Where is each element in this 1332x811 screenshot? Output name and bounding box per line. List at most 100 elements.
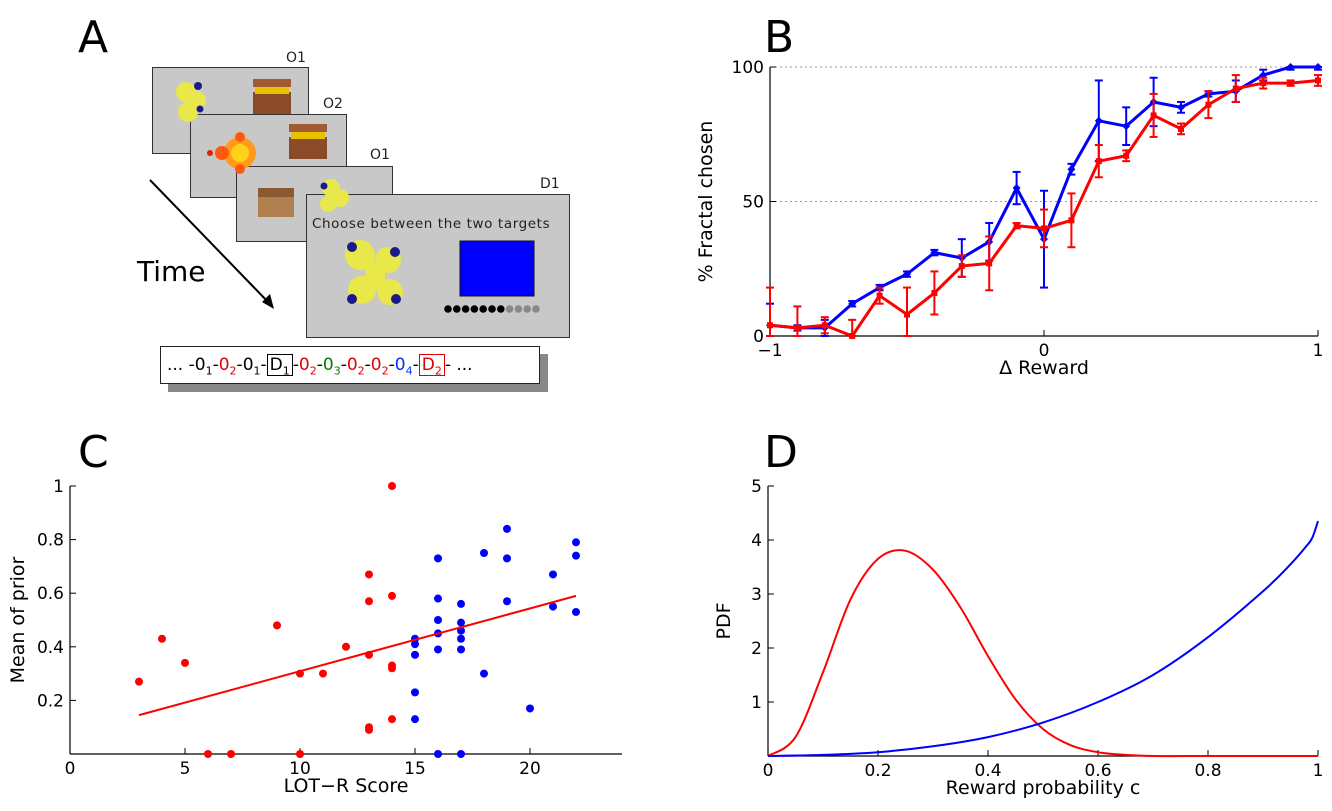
y-tick-label: 100 [732, 58, 764, 78]
sequence-token: - [412, 355, 419, 375]
sequence-token: - [364, 355, 371, 375]
sequence-token: 01 [194, 355, 213, 378]
panel-b-letter: B [764, 12, 794, 63]
sequence-token: 02 [370, 355, 389, 378]
data-point [1122, 122, 1131, 131]
sequence-token: - ... [444, 355, 473, 375]
progress-dot [505, 305, 514, 313]
sequence-token: D1 [266, 354, 293, 377]
data-point [526, 704, 534, 713]
fractal-stimulus-2 [207, 132, 256, 174]
progress-dot [523, 305, 531, 313]
y-tick-label: 0.4 [37, 638, 64, 658]
sequence-token: D2 [418, 354, 445, 377]
y-tick-label: 1 [751, 693, 762, 713]
sequence-token: - [292, 355, 299, 375]
sequence-token: 04 [394, 355, 413, 378]
x-axis-label: LOT−R Score [284, 775, 409, 797]
data-point [434, 554, 442, 563]
fractal-stimulus-1 [176, 82, 206, 122]
data-point [365, 597, 373, 606]
time-arrow-head [262, 294, 274, 309]
data-point [572, 538, 580, 547]
sequence-token: - [340, 355, 347, 375]
data-point [1094, 116, 1103, 125]
stimulus-sequence: ... -01-02-01- D1 -02-03-02-02-04- D2- ... [160, 346, 540, 384]
fit-line [138, 594, 577, 717]
data-point [388, 715, 396, 724]
y-tick-label: 0.8 [37, 531, 64, 551]
x-tick-label: 0.6 [1084, 761, 1111, 781]
data-point [296, 750, 304, 758]
y-tick-label: 0.6 [37, 584, 64, 604]
data-point [1260, 80, 1267, 87]
x-tick-label: 0.2 [864, 761, 891, 781]
sequence-subscript: 4 [405, 364, 413, 378]
data-point [434, 645, 442, 654]
data-point [1123, 152, 1130, 159]
x-tick-label: 15 [404, 759, 426, 779]
progress-dot [453, 305, 461, 313]
data-point [958, 263, 965, 270]
x-tick-label: 0 [1039, 341, 1050, 361]
data-point [457, 645, 465, 654]
sequence-token: 01 [242, 355, 261, 378]
data-point [1013, 222, 1020, 229]
y-tick-label: 0.2 [37, 691, 64, 711]
data-point [411, 640, 419, 649]
x-tick-label: 0 [763, 761, 774, 781]
data-point [1232, 85, 1239, 92]
sequence-subscript: 1 [253, 364, 261, 378]
y-axis-label: PDF [713, 602, 735, 639]
progress-dot [532, 305, 540, 313]
screen-label-d1: D1 [540, 176, 560, 192]
data-point [388, 482, 396, 490]
x-tick-label: 1 [1313, 341, 1324, 361]
sequence-token: 02 [346, 355, 365, 378]
data-point [135, 677, 143, 686]
y-tick-label: 5 [751, 477, 762, 497]
data-point [848, 299, 857, 308]
data-point [365, 570, 373, 579]
data-point [1095, 158, 1102, 165]
progress-dot [461, 305, 470, 313]
data-point [503, 554, 511, 563]
y-tick-label: 0 [753, 327, 764, 347]
data-point [1178, 125, 1184, 132]
data-point [434, 750, 442, 758]
data-point [273, 621, 281, 630]
data-point [1067, 165, 1076, 174]
data-point [549, 602, 557, 611]
x-tick-label: 0.4 [974, 761, 1001, 781]
progress-dot [470, 305, 479, 313]
sequence-token: - [260, 355, 267, 375]
decision-prompt: Choose between the two targets [312, 216, 551, 232]
data-point [342, 642, 350, 651]
sequence-subscript: 2 [309, 364, 317, 378]
data-point [227, 750, 235, 758]
data-point [1068, 217, 1075, 224]
data-point [503, 597, 511, 606]
data-point [930, 248, 939, 257]
progress-dot [488, 305, 496, 313]
sequence-token: - [236, 355, 243, 375]
sequence-token: - [388, 355, 395, 375]
data-point [411, 688, 419, 697]
sequence-subscript: 3 [333, 364, 341, 378]
panel-d-letter: D [764, 427, 798, 478]
y-tick-label: 2 [751, 639, 762, 659]
data-point [549, 570, 557, 579]
data-point [821, 322, 828, 329]
y-tick-label: 4 [751, 531, 762, 551]
time-label: Time [136, 255, 206, 288]
data-point [572, 551, 580, 560]
treasure-chest-3 [258, 188, 294, 217]
fractal-stimulus-3 [320, 179, 349, 212]
time-arrow [149, 179, 271, 305]
data-point [480, 669, 488, 678]
data-point [1150, 112, 1157, 119]
sequence-token: 03 [322, 355, 341, 378]
data-point [181, 658, 189, 667]
data-point [204, 750, 212, 758]
data-point [457, 634, 465, 643]
